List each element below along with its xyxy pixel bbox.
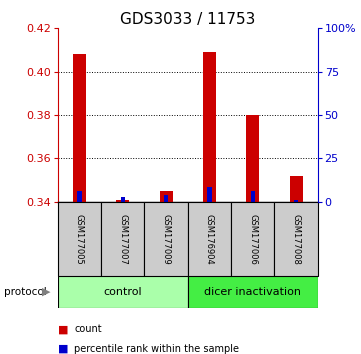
Bar: [101, 202, 144, 276]
Text: percentile rank within the sample: percentile rank within the sample: [74, 344, 239, 354]
Bar: [203, 52, 216, 202]
Bar: [294, 200, 298, 202]
Text: ▶: ▶: [42, 287, 50, 297]
Bar: [251, 191, 255, 202]
Bar: [231, 202, 274, 276]
Bar: [246, 115, 259, 202]
Bar: [73, 54, 86, 202]
Bar: [144, 202, 188, 276]
Text: GSM177006: GSM177006: [248, 213, 257, 264]
Text: GSM177009: GSM177009: [162, 213, 170, 264]
Text: ■: ■: [58, 324, 68, 334]
Bar: [121, 198, 125, 202]
Text: GSM177008: GSM177008: [292, 213, 300, 264]
Bar: [58, 202, 101, 276]
Text: count: count: [74, 324, 102, 334]
Bar: [164, 195, 168, 202]
Bar: [207, 187, 212, 202]
Bar: [77, 191, 82, 202]
Bar: [116, 200, 129, 202]
Bar: [188, 276, 318, 308]
Text: dicer inactivation: dicer inactivation: [204, 287, 301, 297]
Bar: [160, 191, 173, 202]
Bar: [290, 176, 303, 202]
Text: GSM177007: GSM177007: [118, 213, 127, 264]
Text: GSM176904: GSM176904: [205, 213, 214, 264]
Text: protocol: protocol: [4, 287, 46, 297]
Text: ■: ■: [58, 344, 68, 354]
Bar: [274, 202, 318, 276]
Text: control: control: [104, 287, 142, 297]
Bar: [58, 276, 188, 308]
Bar: [188, 202, 231, 276]
Title: GDS3033 / 11753: GDS3033 / 11753: [120, 12, 256, 27]
Text: GSM177005: GSM177005: [75, 213, 84, 264]
